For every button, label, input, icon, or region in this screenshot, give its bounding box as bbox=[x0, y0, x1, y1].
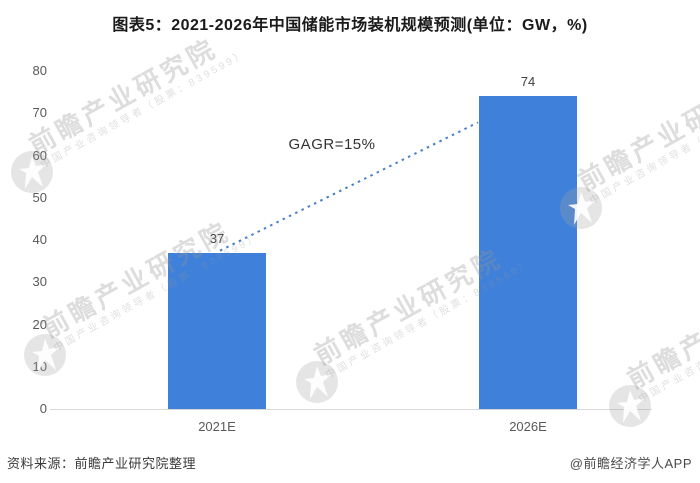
watermark-text: 前瞻产业研究院 中国产业咨询领导者（股票：839599） bbox=[24, 23, 249, 172]
y-tick-label-70: 70 bbox=[32, 105, 47, 121]
y-tick-label-40: 40 bbox=[32, 232, 47, 247]
bar-2021E bbox=[168, 252, 266, 409]
watermark-tagline-text: 中国产业咨询领导者（股票：839599） bbox=[588, 84, 700, 208]
x-category-label-2026E: 2026E bbox=[509, 419, 547, 434]
watermark-tagline-text: 中国产业咨询领导者（股票：839599） bbox=[637, 282, 700, 406]
watermark-text: 前瞻产业研究院 中国产业咨询领导者（股票：839599） bbox=[622, 257, 700, 406]
y-tick-label-30: 30 bbox=[32, 274, 47, 290]
qianzhan-bird-circle-icon bbox=[296, 361, 338, 403]
y-tick-label-0: 0 bbox=[39, 401, 47, 416]
y-tick-label-10: 10 bbox=[32, 358, 47, 374]
bar-2026E bbox=[479, 96, 577, 409]
watermark-brand-text: 前瞻产业研究院 bbox=[573, 68, 700, 197]
cagr-annotation: GAGR=15% bbox=[288, 136, 376, 153]
source-note: 资料来源：前瞻产业研究院整理 bbox=[7, 456, 197, 471]
watermark-brand-text: 前瞻产业研究院 bbox=[622, 266, 700, 395]
credit-note: @前瞻经济学人APP bbox=[569, 456, 692, 471]
y-tick-label-20: 20 bbox=[32, 316, 47, 332]
bar-value-label-2021E: 37 bbox=[209, 230, 225, 246]
chart-title: 图表5：2021-2026年中国储能市场装机规模预测(单位：GW，%) bbox=[112, 17, 588, 34]
y-tick-label-50: 50 bbox=[32, 189, 47, 205]
bar-value-label-2026E: 74 bbox=[520, 74, 536, 90]
watermark-text: 前瞻产业研究院 中国产业咨询领导者（股票：839599） bbox=[573, 59, 700, 208]
qianzhan-bird-circle-icon bbox=[609, 385, 651, 427]
y-tick-label-80: 80 bbox=[32, 63, 47, 78]
x-axis-line bbox=[50, 409, 652, 410]
x-category-label-2021E: 2021E bbox=[198, 419, 236, 434]
y-tick-label-60: 60 bbox=[32, 147, 47, 163]
watermark-tagline-text: 中国产业咨询领导者（股票：839599） bbox=[39, 48, 249, 172]
watermark-brand-text: 前瞻产业研究院 bbox=[24, 32, 223, 161]
